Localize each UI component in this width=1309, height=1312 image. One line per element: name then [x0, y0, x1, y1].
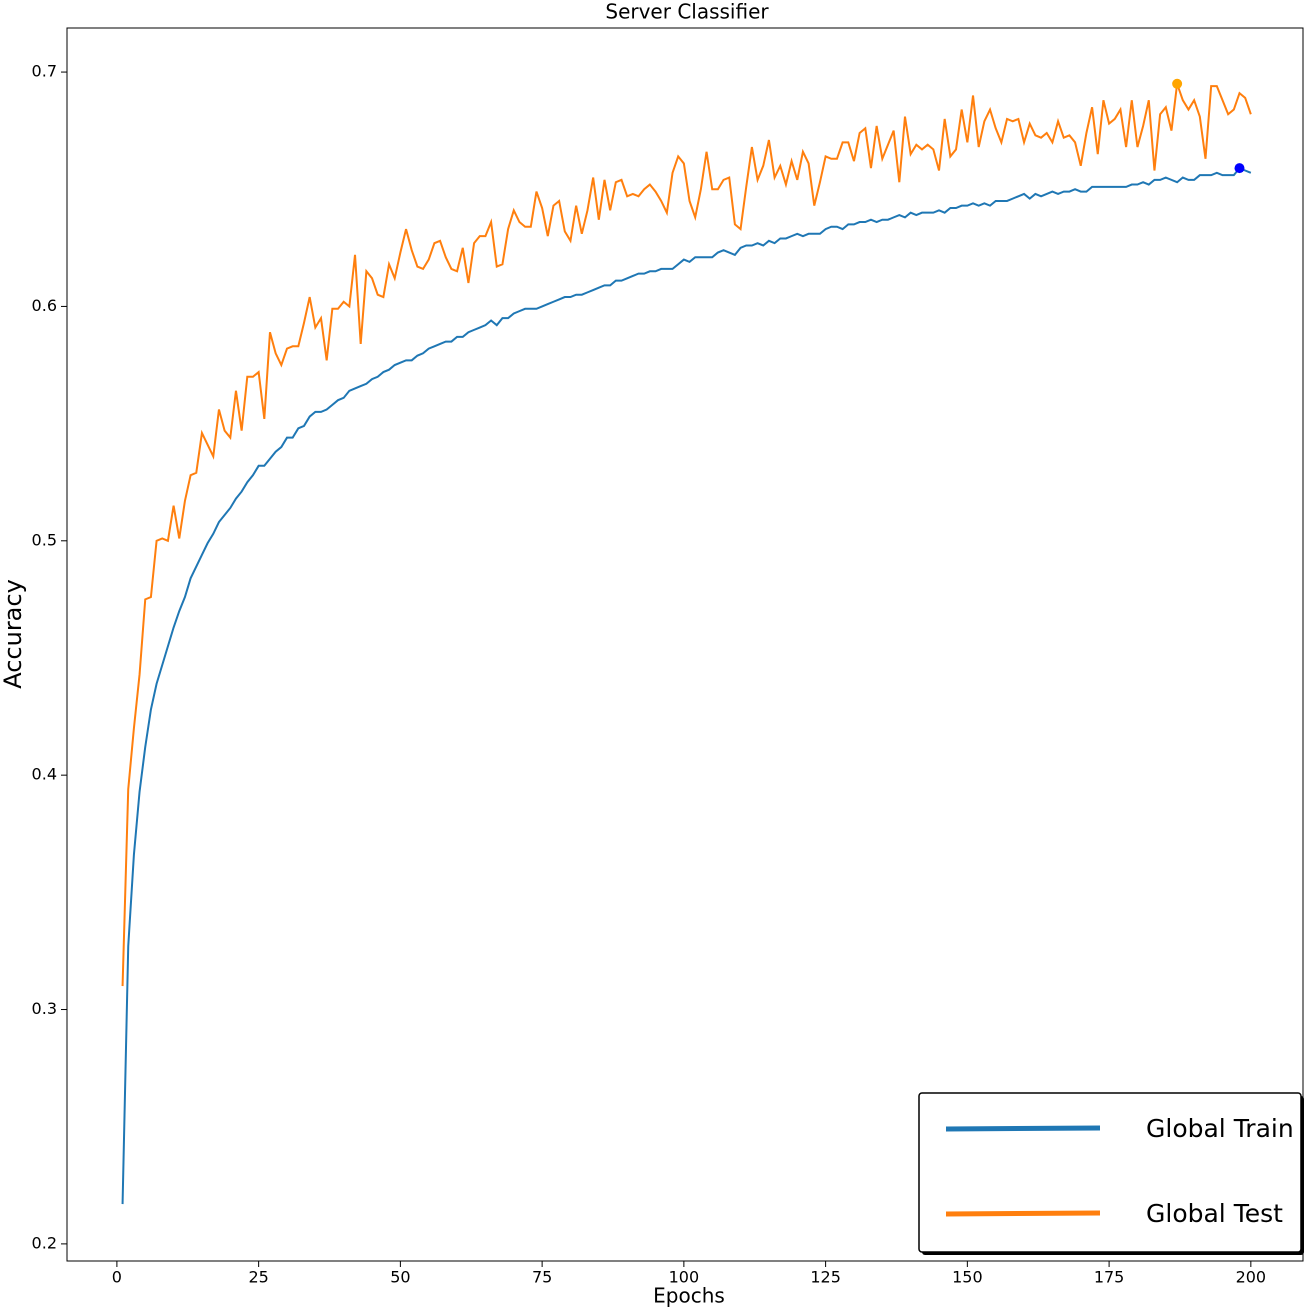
legend-label: Global Train: [1146, 1114, 1294, 1143]
x-tick-label: 100: [669, 1268, 700, 1287]
x-tick-label: 125: [810, 1268, 841, 1287]
legend-line: [945, 1210, 1101, 1217]
x-tick-label: 0: [112, 1268, 122, 1287]
x-tick-label: 75: [532, 1268, 552, 1287]
y-tick-label: 0.4: [32, 765, 57, 784]
y-tick-label: 0.3: [32, 999, 57, 1018]
series-line: [121, 83, 1252, 987]
series-line: [121, 166, 1252, 1205]
y-tick-label: 0.6: [32, 296, 57, 315]
y-tick-label: 0.2: [32, 1233, 57, 1252]
x-tick-label: 150: [952, 1268, 983, 1287]
best-marker: [1172, 78, 1183, 89]
plot-frame: [66, 27, 1304, 1262]
y-tick-label: 0.5: [32, 530, 57, 549]
chart-title: Server Classifier: [605, 0, 769, 24]
y-axis-label: Accuracy: [0, 579, 27, 689]
y-tick-label: 0.7: [32, 62, 57, 81]
x-tick-label: 25: [248, 1268, 268, 1287]
x-tick-label: 175: [1094, 1268, 1125, 1287]
legend-label: Global Test: [1146, 1199, 1283, 1228]
best-marker: [1234, 163, 1245, 174]
x-tick-label: 50: [390, 1268, 410, 1287]
x-axis-label: Epochs: [653, 1284, 725, 1308]
legend-line: [945, 1125, 1101, 1132]
x-tick-label: 200: [1236, 1268, 1267, 1287]
